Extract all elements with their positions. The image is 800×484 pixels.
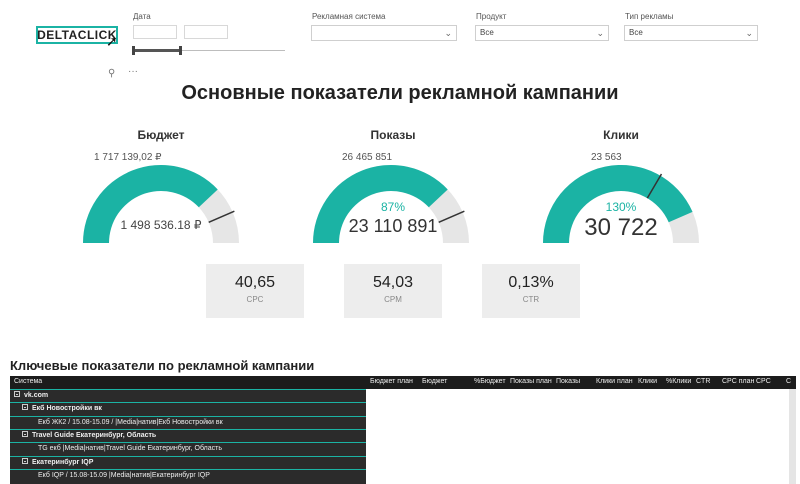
product-filter-label: Продукт — [476, 12, 507, 21]
row-label: vk.com — [24, 392, 49, 399]
column-header-clicks-plan[interactable]: Клики план — [596, 378, 633, 385]
gauge-clicks — [543, 164, 699, 243]
table-row[interactable]: Travel Guide Екатеринбург, Область — [10, 428, 366, 442]
kpi-cpm-value: 54,03 — [372, 274, 414, 291]
collapse-icon[interactable] — [14, 391, 20, 398]
gauge-budget — [83, 164, 239, 243]
table-row[interactable]: Екб ЖК2 / 15.08-15.09 / |Media|натив|Екб… — [10, 415, 366, 429]
table-title: Ключевые показатели по рекламной кампани… — [10, 358, 315, 373]
column-header-impressions-plan[interactable]: Показы план — [510, 378, 552, 385]
date-slider-start-handle[interactable] — [132, 46, 135, 55]
pin-icon[interactable]: ⚲ — [108, 68, 116, 79]
table-row[interactable]: vk.com — [10, 389, 366, 402]
kpi-card-cpc: 40,65 CPC — [206, 264, 304, 318]
gauge-value-arc — [83, 164, 218, 243]
gauge-impressions — [313, 165, 469, 243]
gauges-svg — [83, 164, 699, 243]
collapse-icon[interactable] — [22, 457, 28, 464]
column-header-budget-percent[interactable]: %Бюджет — [474, 378, 506, 385]
kpi-cpm-label: CPM — [384, 295, 402, 304]
ad-type-select[interactable]: Все ⌄ — [624, 25, 758, 41]
gauge-clicks-title: Клики — [603, 128, 639, 142]
kpi-ctr-label: CTR — [522, 295, 540, 304]
date-start-input[interactable] — [133, 25, 177, 39]
page-title: Основные показатели рекламной кампании — [181, 82, 619, 104]
table-row[interactable]: Екатеринбург IQP — [10, 455, 366, 469]
more-options-icon[interactable]: ··· — [128, 66, 138, 77]
row-label: Travel Guide Екатеринбург, Область — [32, 431, 157, 439]
gauge-clicks-target: 23 563 — [591, 152, 622, 163]
column-header-cpc-plan[interactable]: CPC план — [722, 378, 755, 385]
column-header-clicks[interactable]: Клики — [638, 378, 658, 385]
kpi-card-cpm: 54,03 CPM — [344, 264, 442, 318]
table-row[interactable]: TG екб |Media|натив|Travel Guide Екатери… — [10, 442, 366, 455]
gauge-impressions-target: 26 465 851 — [342, 152, 393, 163]
gauge-target-marker — [646, 173, 663, 199]
product-select[interactable]: Все ⌄ — [475, 25, 609, 41]
mouse-cursor-icon: ➚ — [106, 33, 118, 49]
column-header-impressions[interactable]: Показы — [556, 378, 581, 385]
table-scrollbar[interactable] — [789, 389, 796, 484]
row-label: Екб Новостройки вк — [32, 405, 102, 413]
column-header-cpc[interactable]: CPC — [756, 378, 771, 385]
column-header-budget[interactable]: Бюджет — [422, 378, 448, 385]
kpi-ctr-value: 0,13% — [508, 274, 554, 291]
row-label: Екб ЖК2 / 15.08-15.09 / |Media|натив|Екб… — [38, 418, 223, 426]
collapse-icon[interactable] — [22, 431, 28, 438]
gauge-target-marker — [208, 210, 235, 223]
chevron-down-icon: ⌄ — [444, 28, 452, 38]
ad-type-value: Все — [629, 28, 643, 37]
row-label: Екатеринбург IQP — [32, 458, 94, 466]
chevron-down-icon: ⌄ — [745, 28, 753, 38]
ad-system-select[interactable]: ⌄ — [311, 25, 457, 41]
gauge-impressions-title: Показы — [370, 128, 416, 142]
date-end-input[interactable] — [184, 25, 228, 39]
table-row[interactable]: Екб IQP / 15.08-15.09 |Media|натив|Екате… — [10, 468, 366, 482]
gauge-budget-target: 1 717 139,02 ₽ — [94, 152, 162, 163]
column-header-more[interactable]: C — [786, 378, 792, 385]
gauge-clicks-value: 30 722 — [584, 214, 658, 241]
table-row[interactable]: Екб Новостройки вк — [10, 402, 366, 415]
table-header: Система Бюджет план Бюджет %Бюджет Показ… — [10, 376, 796, 389]
ad-system-filter-label: Рекламная система — [312, 12, 386, 21]
row-label: Екб IQP / 15.08-15.09 |Media|натив|Екате… — [38, 471, 210, 479]
gauge-budget-title: Бюджет — [137, 128, 185, 142]
deltaclick-logo: DELTACLICK — [36, 26, 118, 44]
gauge-impressions-value: 23 110 891 — [348, 216, 438, 236]
gauge-impressions-percent: 87% — [380, 200, 406, 214]
column-header-system[interactable]: Система — [14, 378, 43, 385]
date-slider-track[interactable] — [133, 50, 285, 51]
date-slider-end-handle[interactable] — [179, 46, 182, 55]
kpi-card-ctr: 0,13% CTR — [482, 264, 580, 318]
gauge-budget-value: 1 498 536.18 ₽ — [120, 218, 202, 232]
kpi-cpc-value: 40,65 — [234, 274, 276, 291]
column-header-budget-plan[interactable]: Бюджет план — [370, 378, 413, 385]
kpi-cpc-label: CPC — [246, 295, 264, 304]
gauge-target-marker — [438, 210, 465, 223]
ad-type-filter-label: Тип рекламы — [625, 12, 674, 21]
row-label: TG екб |Media|натив|Travel Guide Екатери… — [38, 445, 222, 453]
column-header-clicks-percent[interactable]: %Клики — [666, 378, 692, 385]
column-header-ctr[interactable]: CTR — [696, 378, 711, 385]
date-filter-label: Дата — [133, 12, 151, 21]
chevron-down-icon: ⌄ — [596, 28, 604, 38]
table-body: vk.com Екб Новостройки вк Екб ЖК2 / 15.08-… — [10, 389, 366, 484]
product-value: Все — [480, 28, 494, 37]
collapse-icon[interactable] — [22, 404, 28, 411]
date-slider-range — [133, 49, 181, 52]
gauge-value-arc — [313, 165, 448, 243]
gauge-clicks-percent: 130% — [605, 200, 637, 214]
